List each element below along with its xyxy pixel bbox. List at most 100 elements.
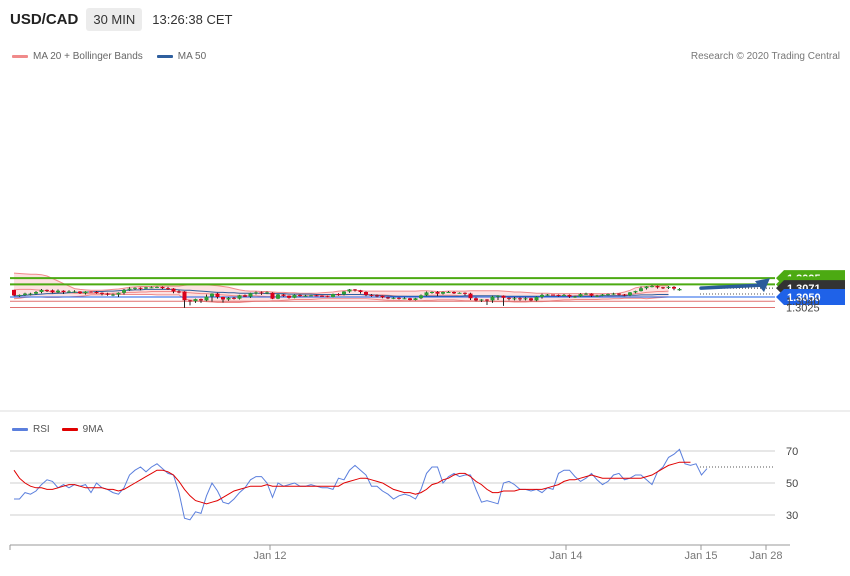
candle-body [336,294,341,296]
candle-body [452,292,456,294]
candle-body [661,287,665,289]
candle-body [639,288,643,292]
candle-body [292,294,297,298]
candle-body [430,292,434,293]
candle-body [50,290,55,293]
candle-body [650,286,654,288]
candle-body [677,289,682,291]
candle-body [177,291,181,293]
candle-body [397,297,401,299]
timeframe-button[interactable]: 30 MIN [86,7,143,31]
candle-body [402,298,407,300]
candle-body [617,293,621,295]
candle-body [512,298,517,300]
candle-body [375,295,379,297]
candle-body [204,296,209,301]
rsi-legend: RSI 9MA [12,424,115,435]
candle-body [12,289,16,296]
bollinger-band-area [14,273,669,303]
rsi-ma-swatch [61,428,78,431]
candle-body [210,293,214,297]
candle-body [331,294,335,297]
candle-body [160,286,165,289]
candle-body [303,295,308,297]
candle-body [342,291,346,295]
candle-body [496,295,500,297]
candle-body [523,298,528,300]
candle-body [254,292,258,294]
candle-body [573,296,577,298]
candle-body [347,289,352,292]
candle-body [666,286,671,288]
candle-body [655,286,660,288]
candle-body [446,292,451,293]
candle-body [518,298,522,300]
candle-body [259,292,264,294]
candle-body [270,292,275,299]
candle-body [193,299,198,302]
candle-body [457,292,462,294]
candle-body [61,290,66,292]
candle-body [474,298,478,301]
candle-body [545,294,550,296]
candle-body [188,300,192,302]
candle-body [380,295,385,298]
candle-body [600,294,605,296]
legend-rsi: RSI [12,424,50,435]
candle-body [309,295,313,297]
forecast-arrow-icon [699,283,764,290]
research-credit: Research © 2020 Trading Central [690,51,840,62]
candle-body [529,298,533,301]
candle-body [45,289,49,291]
current-price-tag: 1.3050 [787,292,821,304]
candle-body [567,294,572,297]
candle-body [490,296,495,301]
candle-body [149,287,154,289]
candle-body [622,294,627,296]
candle-body [23,293,27,295]
candle-body [413,298,418,300]
legend-ma50: MA 50 [156,51,206,62]
legend-rsi-label: RSI [33,424,50,435]
candle-body [468,293,473,299]
candle-body [67,291,71,293]
candle-body [501,295,506,298]
candle-body [364,292,368,295]
chart-header: USD/CAD 30 MIN 13:26:38 CET [0,6,232,32]
candle-body [199,299,203,301]
ma50-swatch [156,55,173,58]
candle-body [232,297,236,299]
main-legend: MA 20 + Bollinger Bands MA 50 [12,51,220,62]
candle-body [248,293,253,297]
candle-body [17,294,22,296]
x-tick-label: Jan 15 [684,550,717,562]
candle-body [72,291,77,293]
candle-body [298,294,302,296]
candle-body [584,293,588,295]
candle-body [100,292,104,294]
candle-body [435,292,440,294]
rsi-tick-label: 30 [786,510,798,522]
candle-body [155,286,159,288]
candle-body [83,291,88,294]
candle-body [281,294,286,296]
candle-body [171,288,176,292]
candle-body [441,292,445,294]
candle-body [556,294,561,296]
candle-body [534,297,539,301]
candle-body [138,287,143,289]
candle-body [391,297,396,299]
candle-body [116,292,121,295]
x-tick-label: Jan 28 [749,550,782,562]
candle-body [589,293,594,296]
candle-body [166,288,170,290]
bollinger-swatch [12,55,28,58]
candle-body [320,295,324,297]
candle-body [507,297,511,299]
legend-bollinger: MA 20 + Bollinger Bands [12,51,143,62]
candle-body [408,298,412,300]
candle-body [578,294,583,297]
candle-body [644,286,649,289]
legend-rsi-ma: 9MA [61,424,103,435]
